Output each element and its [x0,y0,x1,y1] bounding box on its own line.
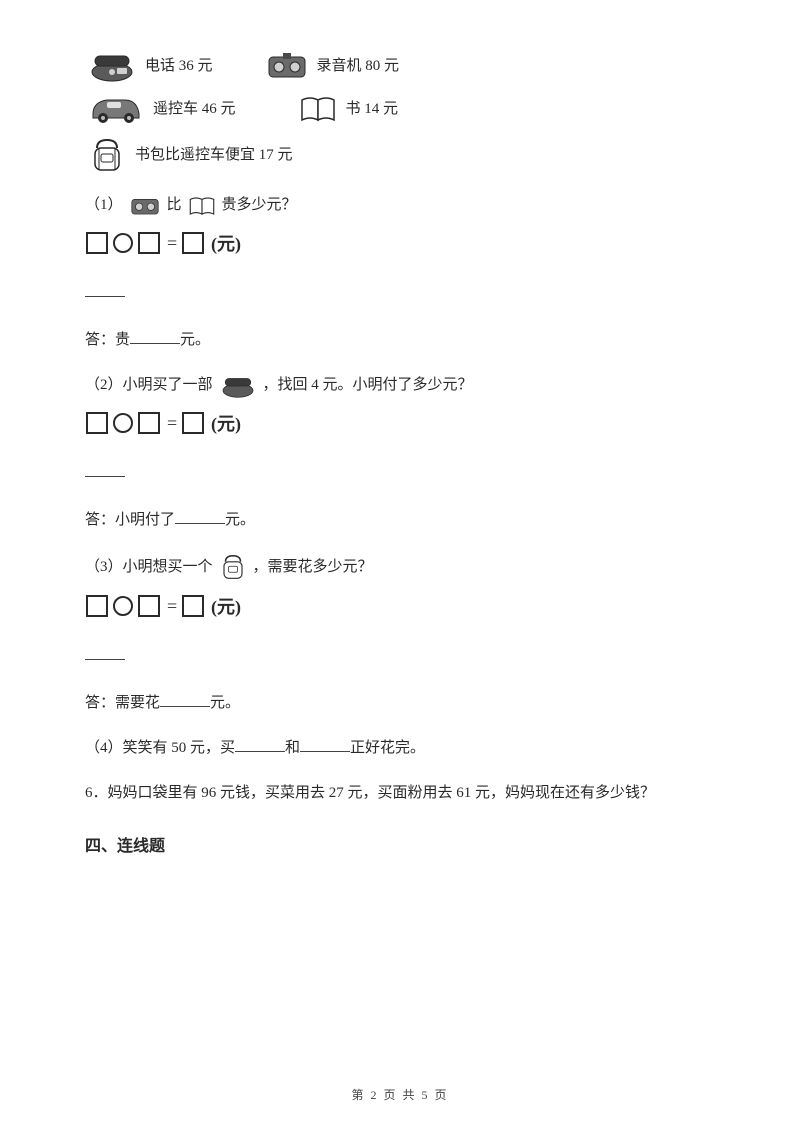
q2-ans-suffix: 元。 [225,512,255,528]
book-label: 书 14 元 [346,96,399,123]
recorder-icon [128,195,162,217]
phone-icon [87,50,137,82]
car-icon [87,92,145,126]
item-row-3: 书包比遥控车便宜 17 元 [85,136,715,174]
book-icon [187,195,217,217]
recorder-label: 录音机 80 元 [317,53,400,80]
answer-2: 答：小明付了 元。 [85,507,715,534]
svg-text:(元): (元) [211,597,241,618]
equation-template-1: = (元) [85,227,715,259]
svg-text:=: = [167,233,177,253]
svg-text:=: = [167,596,177,616]
q4-text-c: 正好花完。 [350,740,425,756]
q1-mid2: 贵多少元？ [222,192,297,219]
q2-text-b: ，找回 4 元。小明付了多少元？ [263,372,473,399]
footer-b: 页 共 [383,1088,416,1102]
equation-template-3: = (元) [85,590,715,622]
question-1: （1） 比 贵多少元？ [85,192,715,219]
q3-text-b: ，需要花多少元？ [253,554,373,581]
svg-text:(元): (元) [211,414,241,435]
footer-c: 页 [435,1088,449,1102]
q3-text-a: （3）小明想买一个 [85,554,213,581]
recorder-icon [265,51,309,81]
q1-ans-suffix: 元。 [180,332,210,348]
footer-page: 2 [370,1088,378,1102]
answer-1: 答：贵 元。 [85,327,715,354]
q4-text-a: （4）笑笑有 50 元，买 [85,740,235,756]
page-footer: 第 2 页 共 5 页 [0,1085,800,1107]
blank-1[interactable] [130,330,180,344]
q2-ans-prefix: 答：小明付了 [85,512,175,528]
item-bag: 书包比遥控车便宜 17 元 [85,136,293,174]
bag-icon [218,552,248,582]
bag-icon [87,136,127,174]
item-book: 书 14 元 [296,94,399,124]
blank-4b[interactable] [300,738,350,752]
q2-text-a: （2）小明买了一部 [85,372,213,399]
phone-label: 电话 36 元 [145,53,213,80]
bag-label: 书包比遥控车便宜 17 元 [135,142,293,169]
question-3: （3）小明想买一个 ，需要花多少元？ [85,552,715,582]
footer-total: 5 [422,1088,430,1102]
work-line-3 [85,646,125,660]
item-car: 遥控车 46 元 [85,92,236,126]
phone-icon [218,374,258,398]
q1-ans-prefix: 答：贵 [85,332,130,348]
svg-text:=: = [167,413,177,433]
footer-a: 第 [351,1088,365,1102]
q3-ans-prefix: 答：需要花 [85,695,160,711]
work-line-2 [85,463,125,477]
q1-prefix: （1） [85,192,123,219]
q4-text-b: 和 [285,740,300,756]
blank-3[interactable] [160,693,210,707]
svg-text:(元): (元) [211,234,241,255]
q1-mid1: 比 [167,192,182,219]
item-phone: 电话 36 元 [85,50,213,82]
blank-2[interactable] [175,510,225,524]
question-6: 6．妈妈口袋里有 96 元钱，买菜用去 27 元，买面粉用去 61 元，妈妈现在… [85,780,715,807]
equation-template-2: = (元) [85,407,715,439]
answer-3: 答：需要花 元。 [85,690,715,717]
work-line-1 [85,283,125,297]
section-4-title: 四、连线题 [85,833,715,862]
item-row-1: 电话 36 元 录音机 80 元 [85,50,715,82]
question-4: （4）笑笑有 50 元，买 和 正好花完。 [85,735,715,762]
item-row-2: 遥控车 46 元 书 14 元 [85,92,715,126]
q6-text: 6．妈妈口袋里有 96 元钱，买菜用去 27 元，买面粉用去 61 元，妈妈现在… [85,785,655,801]
car-label: 遥控车 46 元 [153,96,236,123]
book-icon [298,94,338,124]
item-recorder: 录音机 80 元 [263,51,400,81]
q3-ans-suffix: 元。 [210,695,240,711]
question-2: （2）小明买了一部 ，找回 4 元。小明付了多少元？ [85,372,715,399]
blank-4a[interactable] [235,738,285,752]
